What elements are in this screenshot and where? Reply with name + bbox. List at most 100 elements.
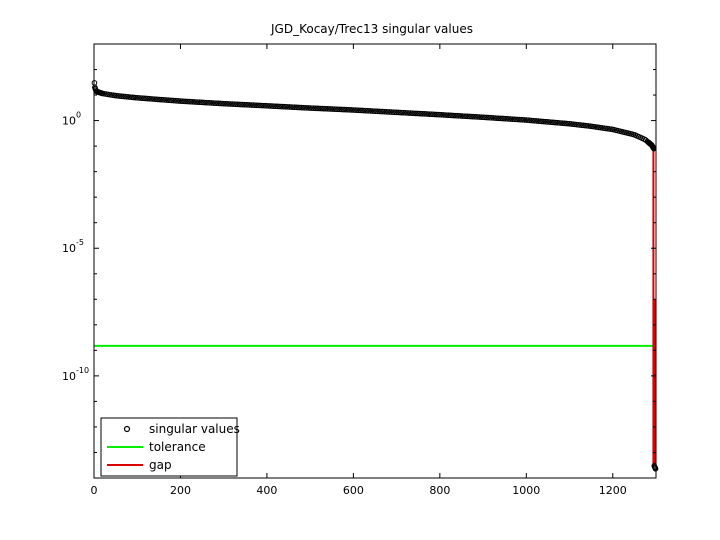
- singular-value-point: [269, 103, 275, 109]
- singular-value-point: [418, 110, 424, 117]
- singular-value-point: [305, 105, 312, 111]
- singular-value-point: [229, 101, 236, 107]
- singular-value-point: [355, 107, 362, 114]
- singular-value-point: [234, 101, 241, 108]
- singular-value-point: [246, 102, 253, 108]
- singular-value-point: [264, 102, 270, 109]
- legend: singular values tolerance gap: [100, 417, 240, 477]
- singular-value-point: [388, 109, 395, 115]
- singular-value-point: [322, 105, 329, 112]
- singular-value-point: [435, 111, 441, 118]
- singular-value-point: [265, 103, 272, 109]
- singular-value-point: [360, 107, 367, 114]
- singular-value-point: [248, 102, 255, 108]
- singular-value-point: [295, 104, 301, 111]
- singular-value-point: [258, 102, 265, 109]
- singular-value-point: [252, 102, 258, 108]
- singular-value-point: [367, 108, 374, 114]
- singular-value-point: [348, 107, 355, 113]
- singular-value-point: [314, 105, 320, 112]
- singular-value-markers: [91, 80, 659, 472]
- singular-value-point: [397, 109, 403, 116]
- singular-value-point: [336, 106, 343, 113]
- singular-value-point: [331, 106, 338, 112]
- singular-value-point: [316, 105, 322, 112]
- singular-value-point: [321, 105, 327, 112]
- singular-value-point: [419, 110, 426, 117]
- singular-value-point: [357, 107, 364, 114]
- singular-value-point: [302, 104, 308, 111]
- singular-value-point: [309, 105, 315, 111]
- singular-value-point: [262, 102, 268, 109]
- singular-value-point: [324, 106, 331, 112]
- x-tick-label: 1200: [599, 484, 627, 497]
- singular-value-point: [284, 104, 291, 110]
- singular-value-point: [421, 111, 428, 117]
- singular-value-point: [352, 107, 358, 113]
- singular-value-point: [277, 103, 284, 110]
- y-axis: 100 10-5 10-10: [62, 43, 656, 479]
- singular-value-point: [222, 100, 229, 107]
- singular-value-point: [291, 104, 298, 111]
- singular-value-point: [296, 104, 303, 111]
- singular-value-point: [416, 110, 422, 117]
- singular-value-point: [326, 106, 332, 112]
- singular-value-point: [290, 104, 296, 110]
- singular-value-point: [411, 110, 417, 117]
- singular-value-point: [381, 108, 388, 115]
- singular-value-point: [232, 101, 239, 108]
- singular-value-point: [238, 101, 244, 108]
- singular-value-point: [395, 109, 402, 116]
- singular-value-point: [366, 108, 372, 114]
- x-tick-label: 400: [256, 484, 277, 497]
- singular-value-point: [317, 105, 324, 112]
- singular-value-point: [378, 108, 384, 115]
- singular-value-point: [236, 101, 243, 108]
- y-tick-label: 100: [62, 111, 81, 128]
- singular-value-point: [428, 111, 435, 118]
- singular-value-point: [338, 106, 345, 113]
- x-tick-label: 0: [91, 484, 98, 497]
- singular-value-point: [279, 103, 286, 110]
- singular-value-point: [347, 107, 353, 113]
- singular-value-point: [281, 103, 288, 110]
- singular-value-point: [319, 105, 326, 112]
- singular-value-point: [423, 111, 429, 117]
- singular-value-point: [373, 108, 379, 115]
- singular-value-point: [220, 100, 227, 107]
- singular-value-point: [250, 102, 256, 108]
- legend-marker-singular-values: [123, 425, 131, 433]
- singular-value-point: [227, 101, 234, 107]
- singular-value-point: [412, 110, 419, 117]
- singular-value-point: [392, 109, 398, 116]
- singular-value-point: [390, 109, 396, 115]
- x-tick-label: 1000: [512, 484, 540, 497]
- x-tick-label: 600: [343, 484, 364, 497]
- singular-value-point: [405, 110, 412, 116]
- singular-value-point: [430, 111, 436, 118]
- singular-value-point: [276, 103, 282, 110]
- singular-value-point: [241, 101, 248, 108]
- singular-value-point: [399, 109, 405, 116]
- singular-value-point: [243, 101, 249, 108]
- singular-value-point: [386, 109, 393, 115]
- singular-value-point: [307, 105, 313, 111]
- singular-value-point: [350, 107, 357, 113]
- singular-value-point: [426, 111, 433, 117]
- singular-value-point: [404, 110, 410, 116]
- singular-value-point: [272, 103, 279, 110]
- singular-value-point: [362, 107, 369, 114]
- y-tick-label: 10-10: [62, 366, 89, 383]
- singular-value-point: [402, 110, 409, 116]
- singular-value-point: [245, 102, 251, 108]
- x-tick-label: 200: [170, 484, 191, 497]
- singular-value-point: [393, 109, 400, 116]
- singular-value-point: [376, 108, 383, 115]
- singular-value-point: [343, 106, 350, 113]
- singular-value-point: [293, 104, 300, 111]
- singular-value-point: [431, 111, 438, 118]
- singular-value-point: [328, 106, 334, 112]
- singular-value-point: [364, 107, 371, 114]
- singular-value-point: [354, 107, 360, 113]
- singular-value-point: [257, 102, 263, 109]
